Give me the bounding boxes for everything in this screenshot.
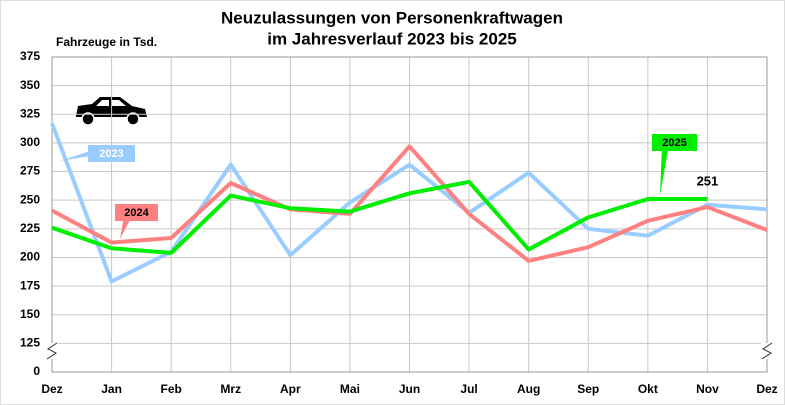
x-tick-label: Jul — [460, 382, 477, 396]
y-axis-label: Fahrzeuge in Tsd. — [56, 35, 157, 49]
x-tick-label: Sep — [577, 382, 599, 396]
y-tick-label: 225 — [20, 221, 40, 235]
y-tick-label: 0 — [33, 364, 40, 378]
x-tick-label: Jun — [399, 382, 420, 396]
legend-pointer — [60, 151, 96, 161]
chart-title: im Jahresverlauf 2023 bis 2025 — [267, 29, 517, 48]
legend-item: 2024 — [115, 204, 158, 239]
plot-border — [51, 56, 768, 373]
legend-item: 2023 — [60, 145, 135, 162]
axis-break — [46, 342, 58, 360]
x-tick-label: Mai — [340, 382, 360, 396]
series-line — [51, 144, 768, 263]
y-tick-label: 200 — [20, 250, 40, 264]
y-tick-label: 175 — [20, 278, 40, 292]
legend-pointer — [660, 146, 668, 196]
x-tick-label: Dez — [41, 382, 62, 396]
x-tick-label: Aug — [517, 382, 540, 396]
x-tick-label: Nov — [696, 382, 719, 396]
x-tick-label: Feb — [160, 382, 181, 396]
y-tick-label: 325 — [20, 106, 40, 120]
legend-label: 2023 — [99, 148, 123, 160]
y-tick-label: 125 — [20, 336, 40, 350]
x-tick-label: Mrz — [220, 382, 241, 396]
series-line — [51, 179, 708, 255]
x-tick-label: Apr — [280, 382, 301, 396]
y-tick-label: 300 — [20, 135, 40, 149]
legend-item: 2025 — [652, 134, 697, 196]
legend-label: 2025 — [662, 137, 686, 149]
legend-box — [115, 204, 158, 221]
y-tick-label: 375 — [20, 49, 40, 63]
data-label: 251 — [697, 173, 719, 188]
legend-box — [652, 134, 697, 151]
y-tick-label: 250 — [20, 192, 40, 206]
x-tick-label: Dez — [756, 382, 777, 396]
legend-box — [88, 145, 135, 162]
x-tick-label: Jan — [101, 382, 122, 396]
legend-pointer — [120, 216, 130, 239]
y-tick-label: 350 — [20, 78, 40, 92]
y-tick-label: 275 — [20, 164, 40, 178]
chart-title: Neuzulassungen von Personenkraftwagen — [221, 8, 563, 27]
axis-break — [761, 342, 773, 360]
y-tick-label: 150 — [20, 307, 40, 321]
legend-label: 2024 — [124, 207, 149, 219]
x-tick-label: Okt — [638, 382, 658, 396]
